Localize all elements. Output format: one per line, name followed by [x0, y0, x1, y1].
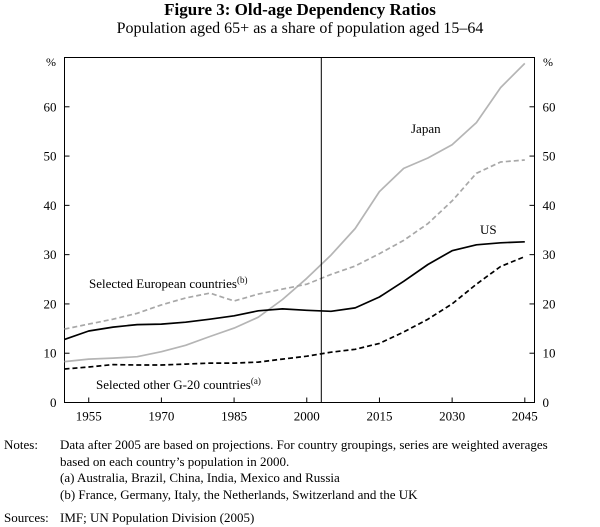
series-line-us — [64, 240, 525, 341]
notes: Notes: Data after 2005 are based on proj… — [4, 437, 598, 503]
y-tick-label-left: 30 — [44, 247, 57, 262]
y-tick-label-left: 20 — [44, 296, 57, 311]
notes-line: (a) Australia, Brazil, China, India, Mex… — [60, 470, 340, 485]
x-tick-label: 1985 — [221, 409, 247, 424]
y-tick-label-right: 50 — [543, 149, 556, 164]
y-tick-label-left: 0 — [50, 395, 57, 410]
x-tick-label: 2045 — [512, 409, 538, 424]
left-unit-label: % — [46, 55, 56, 69]
y-tick-label-left: 40 — [44, 198, 57, 213]
y-tick-label-right: 20 — [543, 296, 556, 311]
x-tick-label: 2000 — [294, 409, 320, 424]
y-tick-label-right: 60 — [543, 99, 556, 114]
series-layer — [64, 62, 526, 370]
x-tick-label: 1970 — [148, 409, 174, 424]
y-tick-label-right: 0 — [543, 395, 550, 410]
label-us: US — [480, 222, 497, 237]
notes-line: (b) France, Germany, Italy, the Netherla… — [60, 486, 418, 502]
y-tick-label-right: 10 — [543, 346, 556, 361]
x-tick-label: 2015 — [366, 409, 392, 424]
label-european: Selected European countries(b) — [89, 275, 248, 291]
label-japan: Japan — [411, 121, 441, 136]
notes-label: Notes: — [4, 437, 38, 452]
plot-frame — [64, 57, 535, 403]
label-g20: Selected other G-20 countries(a) — [96, 376, 261, 392]
y-tick-label-left: 50 — [44, 149, 57, 164]
series-line-selected-other-g-20-countries — [64, 255, 526, 370]
series-line-japan — [64, 62, 526, 363]
sources: Sources: IMF; UN Population Division (20… — [4, 510, 254, 526]
sources-text: IMF; UN Population Division (2005) — [60, 510, 255, 525]
series-line-selected-european-countries — [64, 159, 525, 330]
notes-line: based on each country’s population in 20… — [60, 453, 290, 469]
y-tick-label-right: 40 — [543, 198, 556, 213]
y-tick-label-right: 30 — [543, 247, 556, 262]
y-tick-label-left: 10 — [44, 346, 57, 361]
x-tick-label: 2030 — [439, 409, 465, 424]
notes-line: Data after 2005 are based on projections… — [60, 437, 548, 452]
y-tick-label-left: 60 — [44, 99, 57, 114]
sources-label: Sources: — [4, 510, 49, 525]
figure-title: Figure 3: Old-age Dependency Ratios — [164, 0, 436, 19]
x-tick-label: 1955 — [76, 409, 102, 424]
figure-subtitle: Population aged 65+ as a share of popula… — [116, 20, 484, 37]
right-unit-label: % — [543, 55, 553, 69]
